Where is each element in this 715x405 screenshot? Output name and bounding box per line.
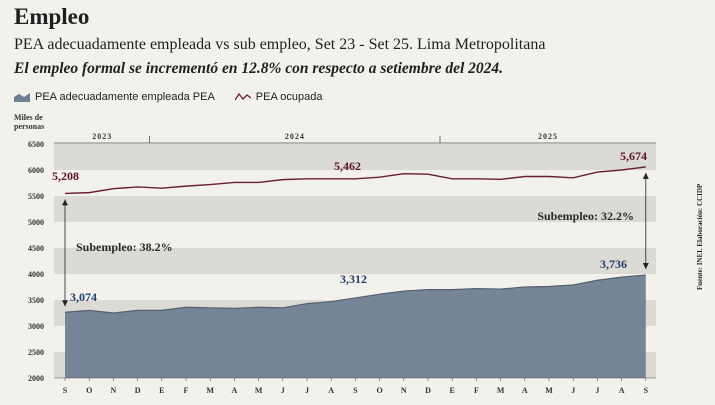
data-label: 3,736 [600, 257, 627, 271]
x-tick-label: M [497, 386, 505, 395]
x-tick-label: J [281, 386, 285, 395]
y-axis-label: Miles de [14, 113, 43, 122]
legend-item-line: PEA ocupada [234, 91, 323, 103]
y-tick-label: 4000 [28, 270, 44, 279]
x-tick-label: S [63, 386, 68, 395]
year-label: 2024 [285, 132, 305, 141]
y-tick-label: 4500 [28, 244, 44, 253]
x-tick-label: F [184, 386, 189, 395]
y-tick-label: 2000 [28, 374, 44, 383]
y-tick-label: 3500 [28, 296, 44, 305]
legend-line-label: PEA ocupada [255, 91, 323, 103]
x-tick-label: N [401, 386, 407, 395]
arrow-head-icon [642, 172, 649, 179]
x-tick-label: A [619, 386, 625, 395]
grid-band [54, 144, 656, 170]
grid-band [54, 196, 656, 222]
x-tick-label: D [425, 386, 431, 395]
y-tick-label: 6500 [28, 140, 44, 149]
annotation-subempleo-2025: Subempleo: 32.2% [537, 209, 634, 223]
arrow-head-icon [62, 199, 68, 206]
x-tick-label: J [571, 386, 575, 395]
x-tick-label: O [376, 386, 382, 395]
x-tick-label: N [111, 386, 117, 395]
line-swatch-icon [234, 92, 251, 101]
legend: PEA adecuadamente empleada PEA PEA ocupa… [14, 91, 342, 103]
x-tick-label: O [86, 386, 92, 395]
source-note: Fuente: INEI. Elaboración: CCIDP [696, 183, 704, 290]
data-label: 5,208 [52, 169, 79, 183]
x-tick-label: D [135, 386, 141, 395]
area-series-top-line [64, 274, 646, 314]
line-series-pea-ocupada [64, 166, 646, 195]
area-series-pea-adecuada [65, 275, 646, 378]
x-tick-label: E [159, 386, 164, 395]
x-tick-label: J [595, 386, 599, 395]
data-label: 5,674 [620, 149, 647, 163]
y-tick-label: 3000 [28, 322, 44, 331]
x-tick-label: S [353, 386, 358, 395]
y-tick-label: 2500 [28, 348, 44, 357]
x-tick-label: A [522, 386, 528, 395]
chart-subtitle: PEA adecuadamente empleada vs sub empleo… [14, 36, 546, 53]
x-tick-label: A [232, 386, 238, 395]
chart-headline: El empleo formal se incrementó en 12.8% … [14, 60, 504, 77]
x-tick-label: M [255, 386, 263, 395]
arrow-head-icon [62, 300, 68, 307]
annotation-subempleo-2023: Subempleo: 38.2% [76, 240, 173, 254]
year-label: 2023 [92, 132, 112, 141]
legend-item-area: PEA adecuadamente empleada PEA [14, 91, 215, 103]
y-tick-label: 5000 [28, 218, 44, 227]
x-tick-label: A [328, 386, 334, 395]
x-tick-label: F [474, 386, 479, 395]
data-label: 3,312 [340, 272, 367, 286]
y-axis-label: personas [14, 122, 44, 131]
arrow-head-icon [642, 263, 649, 270]
data-label: 3,074 [70, 290, 97, 304]
x-tick-label: J [305, 386, 309, 395]
y-tick-label: 6000 [28, 166, 44, 175]
chart-title: Empleo [14, 4, 90, 29]
x-tick-label: E [450, 386, 455, 395]
y-tick-label: 5500 [28, 192, 44, 201]
area-swatch-icon [14, 93, 30, 102]
x-tick-label: S [644, 386, 649, 395]
x-tick-label: M [545, 386, 553, 395]
data-label: 5,462 [334, 159, 361, 173]
grid-band [54, 248, 656, 274]
legend-area-label: PEA adecuadamente empleada PEA [35, 91, 215, 103]
year-label: 2025 [538, 132, 558, 141]
x-tick-label: M [206, 386, 214, 395]
